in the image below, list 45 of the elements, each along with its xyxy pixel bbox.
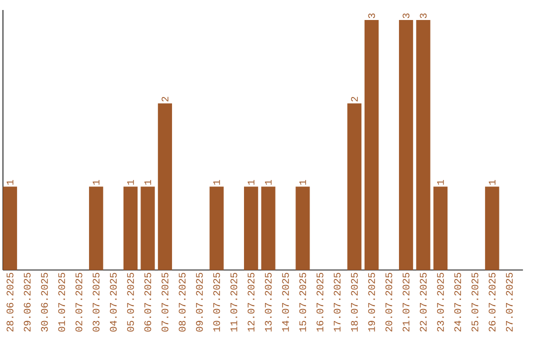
x-tick-label: 25.07.2025 <box>472 272 478 332</box>
x-tick-label: 20.07.2025 <box>385 272 392 332</box>
data-label: 2 <box>351 96 358 102</box>
x-tick-label: 10.07.2025 <box>213 272 220 332</box>
x-tick-label: 19.07.2025 <box>368 272 375 332</box>
x-tick-label: 17.07.2025 <box>334 272 341 332</box>
x-tick-label: 06.07.2025 <box>144 272 152 332</box>
x-tick-label: 22.07.2025 <box>420 272 427 332</box>
data-label: 1 <box>488 180 496 185</box>
x-tick-label: 26.07.2025 <box>488 272 496 332</box>
data-label: 1 <box>437 180 444 185</box>
x-tick-label: 16.07.2025 <box>316 272 324 332</box>
data-label: 3 <box>420 13 427 18</box>
x-tick-label: 05.07.2025 <box>127 272 134 332</box>
x-tick-label: 01.07.2025 <box>58 272 66 332</box>
data-label: 3 <box>402 13 410 18</box>
data-label: 1 <box>213 180 220 185</box>
data-label: 2 <box>162 96 168 102</box>
x-tick-label: 29.06.2025 <box>24 272 31 332</box>
x-tick-label: 08.07.2025 <box>178 272 186 332</box>
data-label: 1 <box>92 180 100 185</box>
x-tick-label: 28.06.2025 <box>6 272 14 332</box>
data-label: 1 <box>248 180 254 185</box>
data-label: 1 <box>127 180 134 185</box>
x-tick-label: 24.07.2025 <box>454 272 462 332</box>
data-label: 1 <box>6 180 14 185</box>
data-label: 1 <box>144 180 152 185</box>
data-label: 1 <box>299 180 306 185</box>
x-tick-label: 30.06.2025 <box>41 272 48 332</box>
x-tick-label: 02.07.2025 <box>75 272 82 332</box>
x-tick-label: 18.07.2025 <box>350 272 358 332</box>
data-label: 3 <box>368 13 375 18</box>
x-tick-label: 12.07.2025 <box>248 272 254 332</box>
x-tick-label: 11.07.2025 <box>230 272 238 332</box>
x-tick-label: 03.07.2025 <box>92 272 100 332</box>
x-tick-label: 09.07.2025 <box>196 272 203 332</box>
x-tick-label: 14.07.2025 <box>282 272 289 332</box>
x-tick-label: 04.07.2025 <box>110 272 117 332</box>
x-tick-label: 07.07.2025 <box>162 272 168 332</box>
x-tick-label: 23.07.2025 <box>437 272 444 332</box>
data-label: 1 <box>264 180 272 185</box>
x-tick-label: 21.07.2025 <box>402 272 410 332</box>
x-tick-label: 15.07.2025 <box>299 272 306 332</box>
x-tick-label: 27.07.2025 <box>506 272 513 332</box>
x-tick-label: 13.07.2025 <box>264 272 272 332</box>
